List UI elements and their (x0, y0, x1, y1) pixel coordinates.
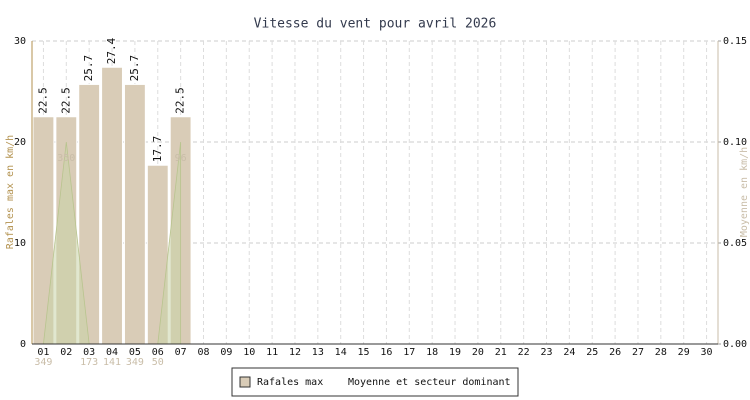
x-tick-label: 12 (289, 347, 301, 358)
x-tick-label: 02 (60, 347, 72, 358)
x-tick-label: 21 (495, 347, 507, 358)
legend-swatch (239, 376, 251, 388)
x-tick-label: 01 (37, 347, 49, 358)
direction-label: 349 (34, 357, 52, 368)
x-tick-label: 26 (609, 347, 621, 358)
direction-label: 141 (103, 357, 121, 368)
direction-label: 173 (80, 357, 98, 368)
x-tick-label: 05 (129, 347, 141, 358)
chart-title: Vitesse du vent pour avril 2026 (254, 17, 497, 32)
data-label: 25.7 (128, 55, 141, 82)
y2-tick-label: 0.00 (723, 339, 747, 350)
x-tick-label: 08 (197, 347, 209, 358)
y-tick-label: 20 (14, 137, 26, 148)
data-label: 22.5 (174, 87, 187, 114)
x-tick-label: 22 (518, 347, 530, 358)
x-tick-label: 23 (540, 347, 552, 358)
x-tick-label: 03 (83, 347, 95, 358)
x-tick-label: 16 (380, 347, 392, 358)
x-tick-label: 07 (175, 347, 187, 358)
x-tick-label: 30 (701, 347, 713, 358)
x-tick-label: 06 (152, 347, 164, 358)
x-tick-label: 28 (655, 347, 667, 358)
x-tick-label: 10 (243, 347, 255, 358)
data-label: 25.7 (82, 55, 95, 82)
x-tick-label: 14 (335, 347, 347, 358)
x-tick-label: 04 (106, 347, 118, 358)
x-tick-label: 20 (472, 347, 484, 358)
x-tick-label: 13 (312, 347, 324, 358)
x-tick-label: 17 (403, 347, 415, 358)
x-tick-label: 25 (586, 347, 598, 358)
y-axis-label: Rafales max en km/h (5, 135, 16, 249)
bar (123, 83, 146, 345)
direction-label: 349 (126, 357, 144, 368)
data-label: 27.4 (105, 37, 118, 64)
x-tick-label: 18 (426, 347, 438, 358)
y-tick-label: 0 (20, 339, 26, 350)
data-label: 17.7 (151, 136, 164, 163)
y2-tick-label: 0.05 (723, 238, 747, 249)
y-tick-label: 30 (14, 36, 26, 47)
data-label: 22.5 (59, 87, 72, 114)
direction-label: 50 (152, 357, 164, 368)
legend-label: Rafales max (257, 377, 323, 388)
y2-tick-label: 0.10 (723, 137, 747, 148)
x-tick-label: 19 (449, 347, 461, 358)
data-label: 22.5 (36, 87, 49, 114)
x-tick-label: 11 (266, 347, 278, 358)
direction-label: 350 (57, 153, 75, 164)
x-tick-label: 15 (358, 347, 370, 358)
y-tick-label: 10 (14, 238, 26, 249)
x-tick-label: 09 (220, 347, 232, 358)
x-tick-label: 29 (678, 347, 690, 358)
bar (101, 66, 123, 345)
legend-box (231, 367, 519, 397)
direction-label: 96 (175, 153, 187, 164)
legend-label: Moyenne et secteur dominant (348, 377, 511, 388)
x-tick-label: 24 (563, 347, 575, 358)
y2-axis-label: Moyenne en km/h (739, 147, 750, 237)
x-tick-label: 27 (632, 347, 644, 358)
y2-tick-label: 0.15 (723, 36, 747, 47)
